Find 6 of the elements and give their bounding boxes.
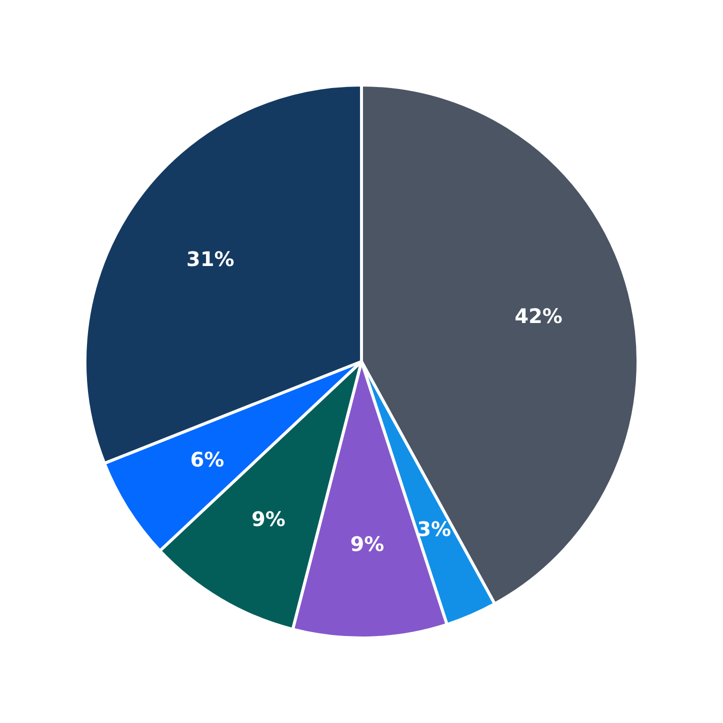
data-label: 3%: [417, 517, 452, 542]
data-label: 6%: [190, 447, 224, 472]
data-label: 9%: [350, 532, 384, 556]
data-label: 9%: [251, 506, 286, 531]
data-label: 31%: [186, 246, 234, 271]
data-label: 42%: [514, 304, 562, 328]
